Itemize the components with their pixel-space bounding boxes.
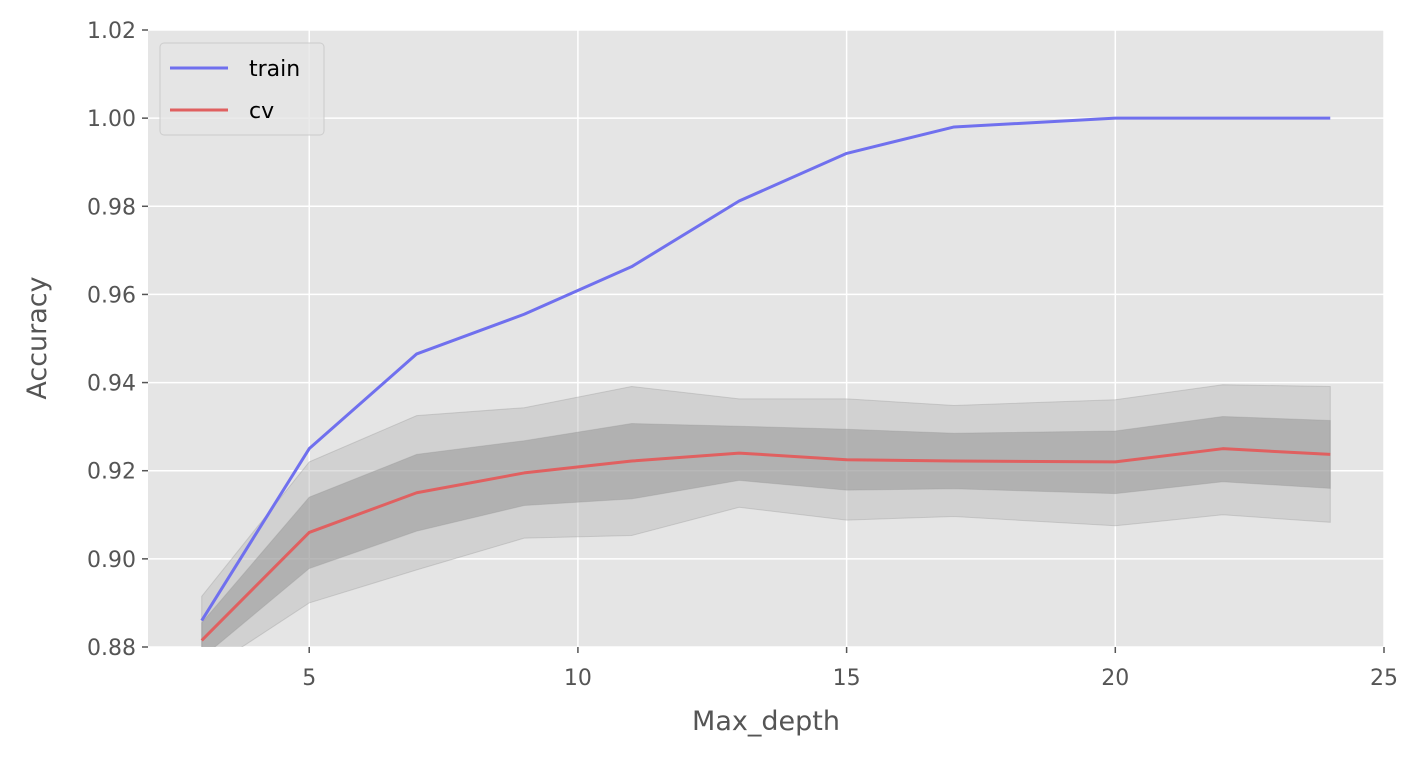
- series-line-train: [200, 116, 1331, 622]
- legend-label-train: train: [249, 57, 300, 82]
- band-0: [201, 384, 1331, 647]
- y-axis-label: Accuracy: [22, 276, 53, 399]
- x-tick-label: 20: [1101, 666, 1129, 691]
- grid: [148, 29, 1385, 648]
- x-axis-label: Max_depth: [692, 706, 840, 737]
- y-tick-label: 0.98: [87, 195, 136, 220]
- y-tick-label: 0.90: [87, 548, 136, 573]
- x-tick-label: 5: [302, 666, 316, 691]
- series-line-cv: [200, 447, 1331, 642]
- y-tick-label: 0.88: [87, 636, 136, 661]
- axis-ticks: 5 10 15 20 25 0.88 0.90 0.92 0.94 0.96 0.98 1.00 1.0…: [87, 19, 1398, 691]
- x-tick-label: 15: [833, 666, 861, 691]
- x-tick-label: 25: [1370, 666, 1398, 691]
- legend-label-cv: cv: [249, 99, 274, 124]
- plot-background: [148, 30, 1384, 647]
- y-tick-label: 1.02: [87, 19, 136, 44]
- x-tick-label: 10: [564, 666, 592, 691]
- series-lines: [200, 116, 1331, 642]
- y-tick-label: 1.00: [87, 107, 136, 132]
- band-1: [201, 416, 1331, 647]
- legend: train cv: [159, 42, 325, 136]
- legend-box: [159, 42, 325, 136]
- y-tick-label: 0.96: [87, 283, 136, 308]
- y-tick-label: 0.92: [87, 460, 136, 485]
- confidence-bands: [201, 384, 1331, 647]
- y-tick-label: 0.94: [87, 372, 136, 397]
